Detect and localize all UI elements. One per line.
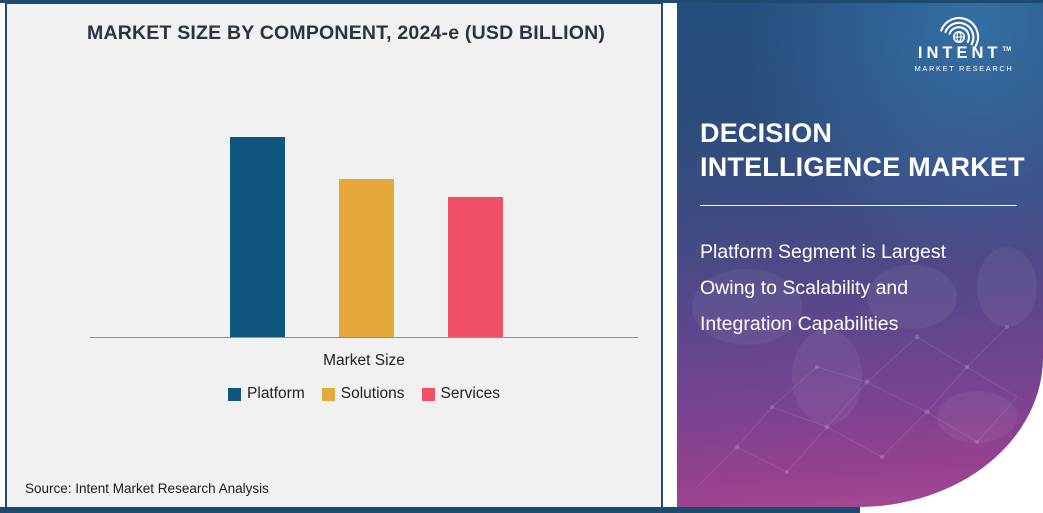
panel-description: Platform Segment is Largest Owing to Sca… [700,241,947,335]
chart-panel: MARKET SIZE BY COMPONENT, 2024-e (USD BI… [5,2,663,507]
bar-services [448,197,503,337]
panel-divider [700,205,1017,206]
legend-item-services: Services [421,385,500,403]
legend-item-platform: Platform [228,385,305,403]
legend-label-platform: Platform [247,385,305,402]
logo-trademark: TM [1002,47,1012,53]
legend-swatch-services [421,387,435,401]
logo-brand-text: INTENTTM [917,44,1012,62]
info-panel: INTENTTM MARKET RESEARCH DECISION INTELL… [677,0,1043,507]
panel-heading-line1: DECISION [700,118,833,148]
bottom-accent-bar [0,507,860,513]
source-note: Source: Intent Market Research Analysis [25,481,269,496]
panel-heading-line2: INTELLIGENCE MARKET [700,152,1025,182]
legend-item-solutions: Solutions [321,385,405,403]
legend-swatch-solutions [321,387,335,401]
signal-arcs-globe-icon [940,16,980,48]
legend-swatch-platform [228,387,242,401]
chart-legend: Platform Solutions Services [90,385,638,403]
top-accent-bar [0,0,1043,3]
panel-heading: DECISION INTELLIGENCE MARKET [700,116,1030,184]
logo-subtitle: MARKET RESEARCH [914,64,1014,73]
bar-solutions [339,179,394,337]
chart-title: MARKET SIZE BY COMPONENT, 2024-e (USD BI… [87,22,606,44]
intent-logo: INTENTTM MARKET RESEARCH [899,6,1029,73]
plot-area [90,98,638,338]
legend-label-solutions: Solutions [340,385,405,402]
xaxis-category-label: Market Size [323,352,405,369]
bar-platform [230,137,285,337]
legend-label-services: Services [440,385,500,402]
